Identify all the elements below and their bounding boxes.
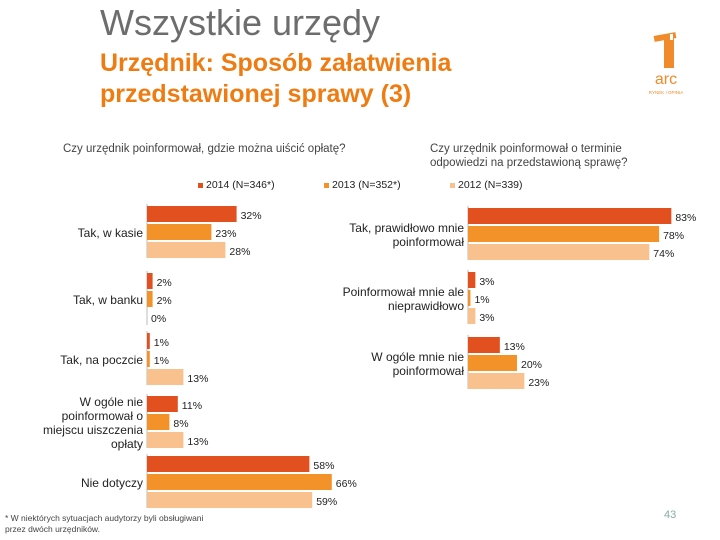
data-label-2014: 11% — [182, 400, 202, 412]
category-label: Nie dotyczy — [81, 476, 143, 490]
data-label-2012: 0% — [151, 313, 166, 325]
arc-logo-icon: arc RYNEK I OPINIA — [649, 32, 683, 95]
data-label-2014: 13% — [504, 341, 525, 353]
data-label-2014: 3% — [479, 276, 494, 288]
bar-2012 — [147, 432, 184, 448]
bar-2012 — [147, 369, 184, 385]
data-label-2013: 23% — [215, 228, 236, 240]
data-label-2012: 13% — [187, 373, 208, 385]
legend-label-2013: 2013 (N=352*) — [332, 179, 401, 191]
legend-label-2014: 2014 (N=346*) — [206, 179, 275, 191]
category-group: Tak, w banku 2% 2% 0% — [73, 271, 172, 325]
category-group: Tak, na poczcie 1% 1% 13% — [60, 331, 208, 385]
logo-tagline: RYNEK I OPINIA — [649, 90, 683, 95]
bar-2013 — [147, 291, 153, 307]
legend-label-2012: 2012 (N=339) — [458, 179, 523, 191]
category-label: Tak, w banku — [73, 293, 143, 307]
category-label: Tak, prawidłowo mnie poinformował — [349, 221, 464, 249]
legend-item-2012: 2012 (N=339) — [450, 179, 523, 191]
data-label-2013: 66% — [336, 478, 357, 490]
category-group: W ogóle mnie nie poinformował 13% 20% 23% — [371, 335, 549, 389]
bar-2012 — [468, 308, 476, 324]
page-subtitle: Urzędnik: Sposób załatwienia przedstawio… — [100, 49, 452, 108]
legend-swatch-2014 — [198, 182, 203, 188]
category-group: Nie dotyczy 58%66% 59% — [81, 454, 357, 508]
category-group: W ogóle nie poinformował o miejscu uiszcze… — [43, 394, 208, 451]
data-label-2014: 32% — [241, 210, 262, 222]
bar-2014 — [468, 337, 500, 353]
legend-item-2013: 2013 (N=352*) — [324, 179, 401, 191]
data-label-2012: 3% — [479, 312, 494, 324]
bar-2012 — [468, 373, 525, 389]
data-label-2014: 2% — [157, 277, 172, 289]
logo-text: arc — [655, 71, 677, 88]
right-question: Czy urzędnik poinformował o terminie odp… — [430, 143, 628, 169]
category-label: W ogóle nie poinformował o miejscu uiszcze… — [43, 395, 143, 451]
category-group: Poinformował mnie ale nieprawidłowo 3% 1% 3% — [343, 270, 495, 324]
bar-2013 — [468, 355, 517, 371]
bar-2014 — [147, 273, 153, 289]
bar-2012 — [468, 244, 650, 260]
bar-2013 — [147, 414, 170, 430]
left-question: Czy urzędnik poinformował, gdzie można u… — [63, 143, 346, 155]
data-label-2012: 23% — [528, 377, 549, 389]
bar-2014 — [147, 396, 178, 412]
data-label-2014: 83% — [675, 212, 696, 224]
bar-2014 — [468, 208, 672, 224]
legend-swatch-2013 — [324, 182, 329, 188]
bar-2014 — [147, 333, 150, 349]
data-label-2012: 74% — [653, 248, 674, 260]
bar-2013 — [468, 226, 660, 242]
bar-2013 — [147, 474, 332, 490]
bar-2013 — [147, 224, 212, 240]
category-label: Tak, w kasie — [78, 226, 144, 240]
category-group: Tak, w kasie 32% 23% 28% — [78, 204, 262, 258]
data-label-2013: 78% — [663, 230, 684, 242]
data-label-2013: 1% — [474, 294, 489, 306]
footnote: * W niektórych sytuacjach audytorzy byli… — [5, 513, 204, 534]
category-label: Poinformował mnie ale nieprawidłowo — [343, 285, 465, 313]
bar-2014 — [468, 272, 476, 288]
data-label-2013: 2% — [157, 295, 172, 307]
category-group: Tak, prawidłowo mnie poinformował 83% 78% 74… — [349, 206, 696, 260]
data-label-2013: 8% — [173, 418, 188, 430]
data-label-2014: 58% — [313, 460, 334, 472]
data-label-2012: 13% — [187, 436, 208, 448]
data-label-2013: 1% — [154, 355, 169, 367]
data-label-2013: 20% — [521, 359, 542, 371]
bar-2014 — [147, 206, 237, 222]
bar-2014 — [147, 456, 310, 472]
category-label: W ogóle mnie nie poinformował — [371, 350, 464, 378]
page-number: 43 — [664, 509, 677, 521]
legend-item-2014: 2014 (N=346*) — [198, 179, 275, 191]
data-label-2012: 28% — [229, 246, 250, 258]
data-label-2012: 59% — [316, 496, 337, 508]
category-label: Tak, na poczcie — [60, 353, 143, 367]
bar-2013 — [468, 290, 471, 306]
page-title: Wszystkie urzędy — [100, 2, 381, 43]
bar-2013 — [147, 351, 150, 367]
bar-2012 — [147, 242, 226, 258]
data-label-2014: 1% — [154, 337, 169, 349]
bar-2012 — [147, 492, 313, 508]
legend-swatch-2012 — [450, 182, 455, 188]
